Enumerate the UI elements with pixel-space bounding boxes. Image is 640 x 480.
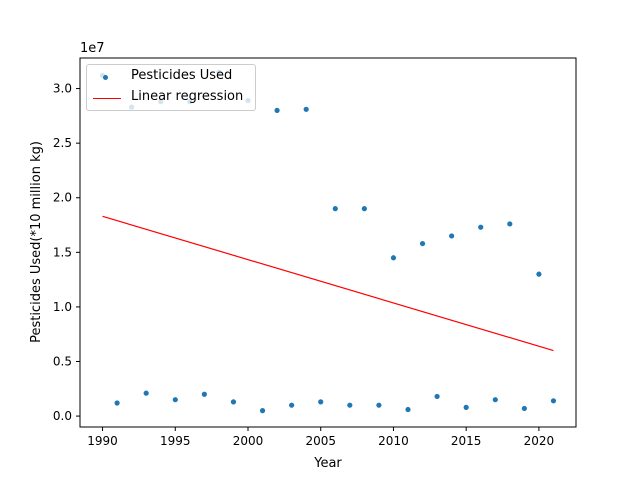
scatter-point	[492, 397, 498, 403]
scatter-point	[347, 402, 353, 408]
y-tick-label: 2.5	[53, 136, 72, 150]
y-tick-label: 1.5	[53, 245, 72, 259]
scatter-point	[434, 393, 440, 400]
scatter-point	[536, 271, 542, 277]
y-axis-label: Pesticides Used(*10 million kg)	[29, 141, 44, 343]
legend-label: Linear regression	[131, 89, 244, 104]
y-axis-ticks: 0.0 0.5 1.0 1.5 2.0 2.5 3.0	[53, 82, 80, 423]
scatter-point	[478, 224, 484, 230]
scatter-point	[230, 399, 237, 405]
x-tick-label: 2000	[233, 434, 264, 448]
scatter-point	[143, 390, 149, 396]
x-tick-label: 1990	[87, 434, 118, 448]
scatter-point	[172, 397, 178, 403]
legend-line-icon	[93, 98, 121, 99]
legend-dot-icon	[103, 75, 108, 80]
scatter-point	[405, 406, 411, 413]
scatter-point	[376, 402, 382, 408]
scatter-point	[201, 391, 207, 397]
scatter-point	[521, 405, 527, 412]
legend-label: Pesticides Used	[131, 68, 233, 83]
legend-item-scatter: Pesticides Used	[87, 67, 255, 87]
scatter-point	[274, 107, 280, 114]
y-tick-label: 0.5	[53, 354, 72, 368]
scatter-point	[303, 106, 309, 112]
scatter-point	[550, 398, 557, 404]
scatter-point	[419, 240, 426, 247]
y-tick-label: 3.0	[53, 82, 72, 96]
legend-item-regression: Linear regression	[87, 88, 255, 108]
scatter-point	[318, 399, 324, 405]
scatter-point	[390, 255, 397, 261]
y-tick-label: 0.0	[53, 409, 72, 423]
regression-line	[102, 215, 554, 352]
scatter-point	[361, 206, 367, 212]
x-tick-label: 2010	[378, 434, 409, 448]
legend: Pesticides Used Linear regression	[86, 64, 256, 111]
scatter-point	[289, 402, 295, 408]
plot-area	[79, 57, 577, 428]
x-axis-label: Year	[313, 456, 342, 471]
scatter-point	[332, 206, 338, 212]
x-tick-label: 2005	[305, 434, 336, 448]
x-tick-label: 1995	[160, 434, 191, 448]
x-axis-ticks: 1990 1995 2000 2005 2010 2015 2020	[87, 427, 554, 448]
scatter-point	[463, 404, 469, 410]
scatter-point	[507, 221, 513, 227]
y-tick-label: 2.0	[53, 191, 72, 205]
x-tick-label: 2020	[524, 434, 555, 448]
x-tick-label: 2015	[451, 434, 482, 448]
scatter-point	[449, 233, 455, 239]
y-axis-offset-label: 1e7	[80, 41, 105, 56]
y-tick-label: 1.0	[53, 300, 72, 314]
scatter-point	[114, 400, 120, 406]
scatter-point	[259, 408, 266, 414]
